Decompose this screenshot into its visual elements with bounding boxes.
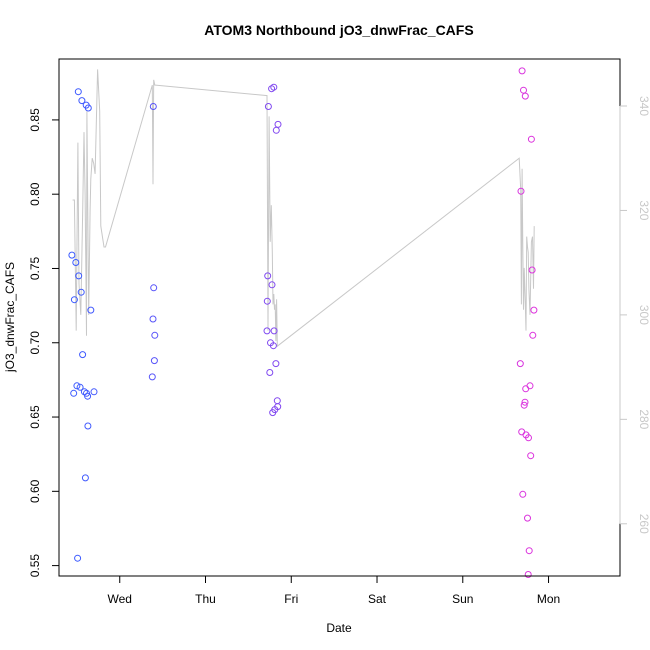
data-point — [72, 259, 80, 266]
data-point — [272, 360, 280, 368]
y-tick-label: 0.55 — [28, 554, 42, 578]
data-point — [529, 331, 537, 339]
data-point — [266, 369, 274, 376]
data-point — [518, 428, 526, 436]
data-point — [79, 351, 87, 359]
data-point — [70, 389, 78, 397]
data-point — [520, 86, 527, 94]
data-point — [273, 397, 281, 405]
y-tick-label: 0.75 — [28, 256, 42, 280]
data-point — [78, 97, 86, 105]
data-point — [525, 547, 533, 555]
data-point — [264, 103, 272, 110]
y-axis-label: jO3_dnwFrac_CAFS — [3, 262, 17, 373]
y2-tick-label: 320 — [637, 200, 650, 220]
data-point — [76, 383, 84, 391]
data-point — [525, 434, 532, 442]
data-point — [522, 385, 530, 393]
data-point — [74, 554, 82, 562]
y-tick-label: 0.65 — [28, 405, 42, 429]
data-point — [263, 327, 271, 335]
y-tick-label: 0.70 — [28, 331, 42, 355]
secondary-series-line — [72, 69, 535, 348]
x-tick-label: Sun — [452, 592, 473, 606]
data-point — [527, 452, 535, 460]
y-axis: 0.55 0.60 0.65 0.70 0.75 0.80 0.85 — [28, 108, 60, 578]
data-point — [68, 251, 76, 259]
secondary-series-polyline — [72, 69, 535, 348]
data-point — [149, 315, 157, 323]
data-point — [84, 104, 92, 112]
data-point — [274, 403, 282, 411]
data-point — [263, 297, 271, 305]
x-tick-label: Mon — [537, 592, 560, 606]
data-point — [269, 342, 277, 350]
x-tick-label: Fri — [284, 592, 298, 606]
data-point — [70, 296, 78, 304]
data-point — [516, 360, 524, 368]
y2-tick-label: 260 — [637, 514, 650, 534]
y2-tick-label: 340 — [637, 96, 650, 116]
data-point — [528, 266, 536, 274]
data-point — [268, 281, 276, 289]
data-point — [148, 373, 156, 381]
scatter-points — [68, 67, 538, 578]
data-point — [526, 382, 534, 390]
x-axis: Wed Thu Fri Sat Sun Mon — [108, 575, 560, 606]
data-point — [524, 514, 531, 522]
data-point — [521, 398, 529, 406]
data-point — [73, 382, 81, 390]
data-point — [517, 187, 525, 195]
data-point — [274, 120, 282, 128]
x-axis-label: Date — [326, 621, 352, 635]
data-point — [524, 571, 532, 578]
data-point — [518, 67, 526, 75]
y-tick-label: 0.80 — [28, 182, 42, 206]
data-point — [527, 135, 535, 143]
y2-tick-label: 280 — [637, 409, 650, 429]
y2-tick-label: 300 — [637, 305, 650, 325]
x-tick-label: Thu — [195, 592, 216, 606]
data-point — [151, 331, 159, 339]
data-point — [270, 327, 278, 335]
data-point — [87, 306, 95, 314]
data-point — [149, 103, 157, 110]
data-point — [520, 401, 528, 409]
x-tick-label: Sat — [368, 592, 387, 606]
data-point — [270, 83, 278, 91]
data-point — [75, 272, 83, 280]
data-point — [519, 490, 527, 498]
data-point — [84, 392, 92, 400]
data-point — [272, 126, 280, 134]
plot-frame — [58, 58, 621, 577]
data-point — [81, 474, 89, 482]
y-tick-label: 0.85 — [28, 108, 42, 132]
y-tick-label: 0.60 — [28, 479, 42, 503]
data-point — [77, 288, 85, 296]
data-point — [90, 388, 98, 396]
data-point — [150, 284, 158, 292]
data-point — [530, 306, 538, 314]
data-point — [264, 272, 272, 280]
x-tick-label: Wed — [108, 592, 132, 606]
data-point — [521, 92, 529, 100]
data-point — [74, 88, 82, 96]
chart-title: ATOM3 Northbound jO3_dnwFrac_CAFS — [204, 22, 473, 38]
data-point — [150, 357, 158, 365]
data-point — [84, 422, 92, 430]
y2-axis: 260 280 300 320 340 — [619, 96, 650, 534]
